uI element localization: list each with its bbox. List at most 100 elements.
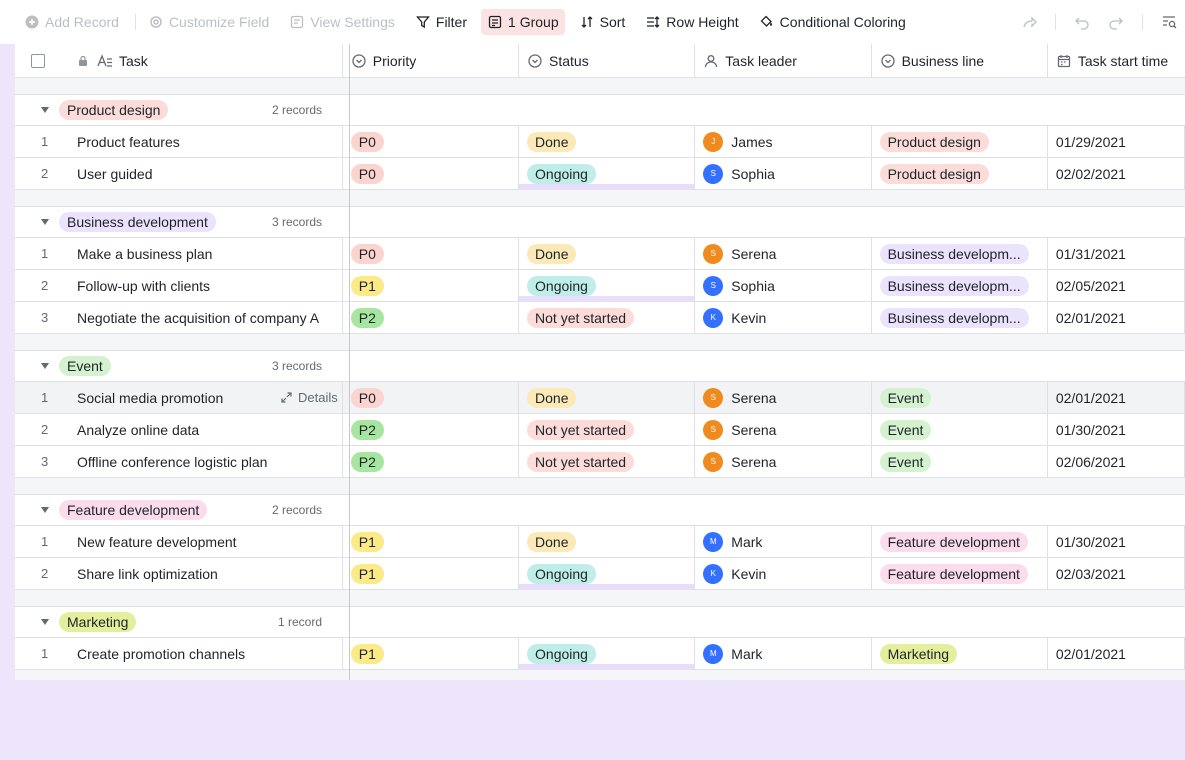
table-row[interactable]: 2 Analyze online data P2 Not yet started S Se… (15, 413, 1185, 446)
caret-down-icon[interactable] (41, 219, 49, 225)
task-cell[interactable]: 3 Offline conference logistic plan (15, 445, 343, 478)
table-row[interactable]: 1 Make a business plan P0 Done S Serena Busine… (15, 237, 1185, 270)
select-all-checkbox[interactable] (31, 54, 45, 68)
priority-cell[interactable]: P1 (343, 269, 520, 302)
business-line-cell[interactable]: Event (872, 445, 1048, 478)
priority-cell[interactable]: P0 (343, 381, 520, 414)
task-cell[interactable]: 1 Make a business plan (15, 237, 343, 270)
status-cell[interactable]: Done (519, 525, 696, 558)
column-header-task-leader[interactable]: Task leader (695, 44, 872, 78)
task-start-time-cell[interactable]: 01/29/2021 (1048, 125, 1185, 158)
share-icon[interactable] (1021, 14, 1037, 30)
business-line-cell[interactable]: Event (872, 381, 1048, 414)
undo-icon[interactable] (1074, 14, 1090, 30)
status-cell[interactable]: Ongoing (519, 269, 696, 302)
task-start-time-cell[interactable]: 02/01/2021 (1048, 637, 1185, 670)
task-cell[interactable]: 2 Share link optimization (15, 557, 343, 590)
status-cell[interactable]: Not yet started (519, 445, 696, 478)
column-header-business-line[interactable]: Business line (872, 44, 1048, 78)
task-start-time-cell[interactable]: 01/30/2021 (1048, 413, 1185, 446)
business-line-cell[interactable]: Product design (872, 125, 1048, 158)
add-record-button[interactable]: Add Record (18, 9, 125, 35)
table-row[interactable]: 1 Create promotion channels P1 Ongoing M Mark… (15, 637, 1185, 670)
column-header-status[interactable]: Status (519, 44, 696, 78)
task-cell[interactable]: 3 Negotiate the acquisition of company A (15, 301, 343, 334)
status-cell[interactable]: Ongoing (519, 637, 696, 670)
group-button[interactable]: 1 Group (481, 9, 565, 35)
caret-down-icon[interactable] (41, 507, 49, 513)
status-cell[interactable]: Done (519, 125, 696, 158)
redo-icon[interactable] (1108, 14, 1124, 30)
column-header-task[interactable]: Task (15, 44, 343, 78)
priority-cell[interactable]: P1 (343, 637, 520, 670)
priority-cell[interactable]: P0 (343, 125, 520, 158)
search-records-icon[interactable] (1161, 14, 1177, 30)
task-cell[interactable]: 1 Social media promotion Details (15, 381, 343, 414)
task-start-time-cell[interactable]: 02/01/2021 (1048, 301, 1185, 334)
group-header[interactable]: Product design 2 records (15, 94, 1185, 126)
task-start-time-cell[interactable]: 02/05/2021 (1048, 269, 1185, 302)
task-cell[interactable]: 1 New feature development (15, 525, 343, 558)
task-leader-cell[interactable]: J James (695, 125, 872, 158)
task-start-time-cell[interactable]: 02/01/2021 (1048, 381, 1185, 414)
status-cell[interactable]: Done (519, 237, 696, 270)
task-cell[interactable]: 1 Create promotion channels (15, 637, 343, 670)
task-leader-cell[interactable]: M Mark (695, 525, 872, 558)
priority-cell[interactable]: P1 (343, 525, 520, 558)
priority-cell[interactable]: P2 (343, 445, 520, 478)
priority-cell[interactable]: P0 (343, 237, 520, 270)
business-line-cell[interactable]: Business developm... (872, 269, 1048, 302)
status-cell[interactable]: Not yet started (519, 301, 696, 334)
task-cell[interactable]: 2 Analyze online data (15, 413, 343, 446)
business-line-cell[interactable]: Marketing (872, 637, 1048, 670)
task-start-time-cell[interactable]: 01/30/2021 (1048, 525, 1185, 558)
group-header[interactable]: Event 3 records (15, 350, 1185, 382)
status-cell[interactable]: Done (519, 381, 696, 414)
task-leader-cell[interactable]: S Sophia (695, 269, 872, 302)
group-header[interactable]: Marketing 1 record (15, 606, 1185, 638)
table-row[interactable]: 3 Offline conference logistic plan P2 Not y… (15, 445, 1185, 478)
column-header-priority[interactable]: Priority (343, 44, 520, 78)
business-line-cell[interactable]: Event (872, 413, 1048, 446)
task-cell[interactable]: 2 Follow-up with clients (15, 269, 343, 302)
table-row[interactable]: 2 Follow-up with clients P1 Ongoing S Sophia B… (15, 269, 1185, 302)
task-leader-cell[interactable]: K Kevin (695, 301, 872, 334)
row-height-button[interactable]: Row Height (639, 9, 744, 35)
column-header-task-start-time[interactable]: Task start time (1048, 44, 1185, 78)
task-start-time-cell[interactable]: 02/02/2021 (1048, 157, 1185, 190)
table-row[interactable]: 1 New feature development P1 Done M Mark Featu… (15, 525, 1185, 558)
view-settings-button[interactable]: View Settings (283, 9, 401, 35)
task-start-time-cell[interactable]: 01/31/2021 (1048, 237, 1185, 270)
task-leader-cell[interactable]: S Serena (695, 413, 872, 446)
task-leader-cell[interactable]: M Mark (695, 637, 872, 670)
business-line-cell[interactable]: Product design (872, 157, 1048, 190)
details-button[interactable]: Details (279, 390, 338, 406)
business-line-cell[interactable]: Feature development (872, 525, 1048, 558)
task-cell[interactable]: 1 Product features (15, 125, 343, 158)
business-line-cell[interactable]: Feature development (872, 557, 1048, 590)
task-leader-cell[interactable]: S Serena (695, 445, 872, 478)
table-row[interactable]: 2 User guided P0 Ongoing S Sophia Product desi… (15, 157, 1185, 190)
task-cell[interactable]: 2 User guided (15, 157, 343, 190)
status-cell[interactable]: Ongoing (519, 557, 696, 590)
caret-down-icon[interactable] (41, 363, 49, 369)
priority-cell[interactable]: P1 (343, 557, 520, 590)
priority-cell[interactable]: P2 (343, 301, 520, 334)
status-cell[interactable]: Ongoing (519, 157, 696, 190)
sort-button[interactable]: Sort (573, 9, 632, 35)
table-row[interactable]: 1 Social media promotion Details P0 Done S Ser… (15, 381, 1185, 414)
table-row[interactable]: 1 Product features P0 Done J James Product des… (15, 125, 1185, 158)
business-line-cell[interactable]: Business developm... (872, 237, 1048, 270)
status-cell[interactable]: Not yet started (519, 413, 696, 446)
task-leader-cell[interactable]: S Serena (695, 237, 872, 270)
table-row[interactable]: 2 Share link optimization P1 Ongoing K Kevin F… (15, 557, 1185, 590)
task-leader-cell[interactable]: S Serena (695, 381, 872, 414)
task-start-time-cell[interactable]: 02/06/2021 (1048, 445, 1185, 478)
priority-cell[interactable]: P2 (343, 413, 520, 446)
task-leader-cell[interactable]: K Kevin (695, 557, 872, 590)
customize-field-button[interactable]: Customize Field (142, 9, 275, 35)
priority-cell[interactable]: P0 (343, 157, 520, 190)
task-start-time-cell[interactable]: 02/03/2021 (1048, 557, 1185, 590)
conditional-coloring-button[interactable]: Conditional Coloring (753, 9, 912, 35)
filter-button[interactable]: Filter (409, 9, 473, 35)
